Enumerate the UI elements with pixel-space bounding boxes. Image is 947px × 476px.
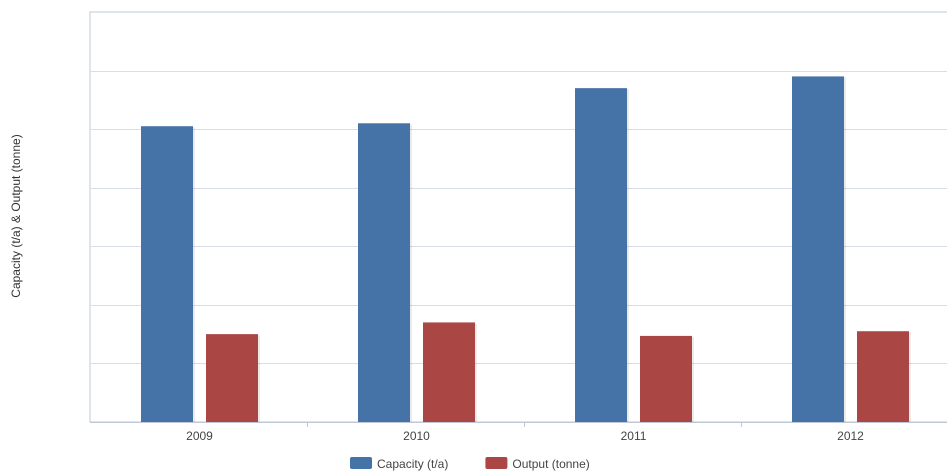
bar [206,334,258,422]
legend-label: Output (tonne) [512,457,589,471]
legend-swatch [485,457,508,469]
bars [141,76,911,424]
legend: Capacity (t/a) Output (tonne) [350,457,590,471]
bar [640,335,692,422]
x-tick-label: 2012 [837,429,864,443]
bar [358,123,410,423]
x-axis-ticks: 2009 2010 2011 2012 [186,422,864,443]
legend-label: Capacity (t/a) [377,457,448,471]
bar [141,126,193,422]
x-tick-label: 2010 [403,429,430,443]
bar [575,88,627,423]
bar [792,76,844,422]
legend-swatch [350,457,372,469]
y-axis-title: Capacity (t/a) & Output (tonne) [9,134,23,297]
bar [857,331,909,422]
x-tick-label: 2009 [186,429,213,443]
x-tick-label: 2011 [621,429,647,443]
bar [423,322,475,422]
